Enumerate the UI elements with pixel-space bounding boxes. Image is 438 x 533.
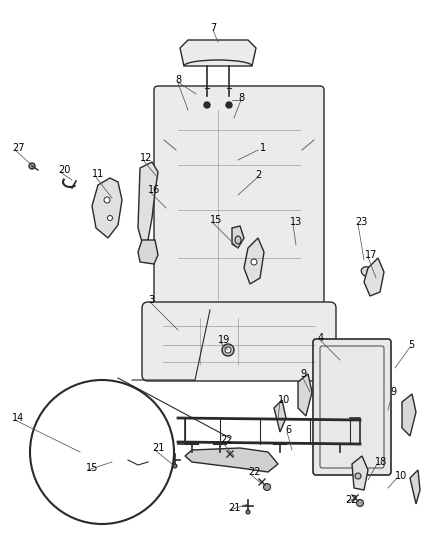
Circle shape [173,464,177,468]
Polygon shape [364,258,384,296]
Text: 14: 14 [12,413,24,423]
Text: 18: 18 [375,457,387,467]
Polygon shape [138,162,158,242]
Text: 23: 23 [355,217,367,227]
Circle shape [62,436,70,444]
Ellipse shape [95,436,109,448]
Text: 16: 16 [148,185,160,195]
Polygon shape [114,410,132,464]
Text: 15: 15 [86,463,99,473]
Text: 10: 10 [278,395,290,405]
Text: 9: 9 [390,387,396,397]
Text: 22: 22 [248,467,261,477]
Circle shape [264,483,271,490]
Text: 12: 12 [140,153,152,163]
Circle shape [226,102,232,108]
Text: 11: 11 [92,169,104,179]
Polygon shape [232,226,244,248]
Ellipse shape [235,236,241,244]
Circle shape [107,215,113,221]
Text: 13: 13 [290,217,302,227]
Circle shape [225,347,231,353]
Text: 19: 19 [218,335,230,345]
Text: 17: 17 [365,250,378,260]
Circle shape [357,499,364,506]
Polygon shape [180,40,256,66]
Text: 8: 8 [175,75,181,85]
Text: 4: 4 [318,333,324,343]
Polygon shape [410,470,420,504]
Circle shape [204,102,210,108]
Text: 7: 7 [210,23,216,33]
Text: 6: 6 [285,425,291,435]
Polygon shape [138,240,158,264]
Polygon shape [352,456,368,490]
Circle shape [355,473,361,479]
FancyBboxPatch shape [313,339,391,475]
Text: 9: 9 [300,369,306,379]
Text: 2: 2 [255,170,261,180]
Circle shape [222,344,234,356]
Polygon shape [298,374,312,416]
Text: 3: 3 [148,295,154,305]
FancyBboxPatch shape [154,86,324,314]
FancyBboxPatch shape [142,302,336,381]
Text: 15: 15 [210,215,223,225]
Text: 22: 22 [220,435,233,445]
Text: 20: 20 [58,165,71,175]
Polygon shape [185,448,278,472]
Text: 1: 1 [260,143,266,153]
Text: 10: 10 [395,471,407,481]
Circle shape [251,259,257,265]
Text: 22: 22 [345,495,357,505]
Circle shape [118,444,126,452]
Polygon shape [244,238,264,284]
Circle shape [104,197,110,203]
Ellipse shape [361,266,375,277]
Polygon shape [274,400,286,432]
Circle shape [30,380,174,524]
Text: 8: 8 [238,93,244,103]
Text: 21: 21 [228,503,240,513]
Polygon shape [62,412,78,460]
Text: 27: 27 [12,143,25,153]
Polygon shape [402,394,416,436]
Circle shape [246,510,250,514]
Circle shape [29,163,35,169]
Text: 5: 5 [408,340,414,350]
Text: 21: 21 [152,443,164,453]
Polygon shape [92,178,122,238]
Circle shape [232,456,239,463]
